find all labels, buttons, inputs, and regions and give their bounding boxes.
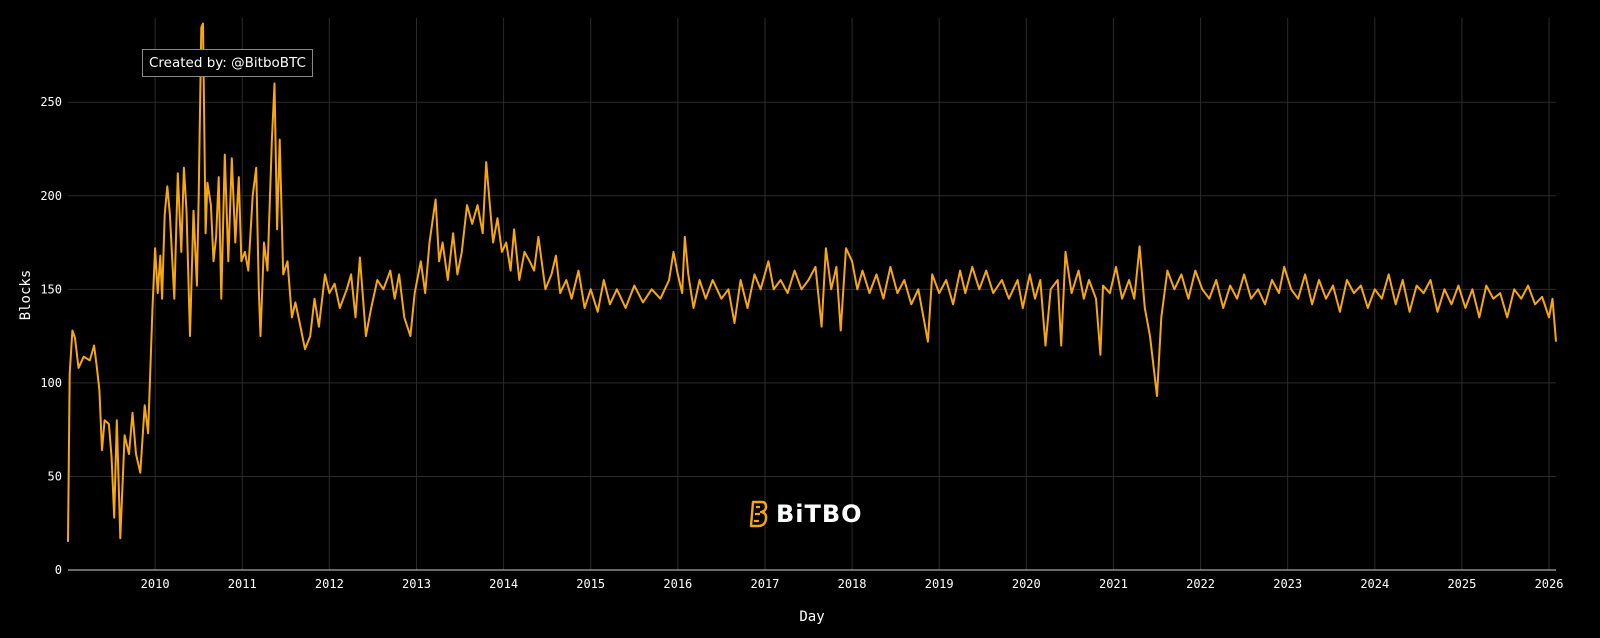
bitbo-logo-icon (749, 500, 768, 528)
x-tick-label: 2019 (925, 577, 954, 591)
series-line (67, 22, 1557, 542)
x-tick-label: 2015 (576, 577, 605, 591)
x-tick-label: 2023 (1273, 577, 1302, 591)
y-tick-label: 150 (40, 282, 62, 296)
x-tick-label: 2012 (315, 577, 344, 591)
y-tick-label: 200 (40, 189, 62, 203)
x-tick-label: 2020 (1012, 577, 1041, 591)
y-tick-label: 100 (40, 376, 62, 390)
x-tick-label: 2026 (1535, 577, 1564, 591)
x-tick-label: 2025 (1447, 577, 1476, 591)
bitbo-logo: BiTBO (748, 500, 863, 528)
bitbo-logo-text: BiTBO (776, 500, 863, 528)
x-tick-label: 2022 (1186, 577, 1215, 591)
x-tick-label: 2011 (228, 577, 257, 591)
y-axis-label: Blocks (18, 270, 34, 321)
x-tick-label: 2013 (402, 577, 431, 591)
x-tick-label: 2018 (838, 577, 867, 591)
y-tick-label: 50 (48, 469, 62, 483)
x-tick-label: 2017 (751, 577, 780, 591)
x-tick-labels: 2010 2011 2012 2013 2014 2015 2016 2017 2018 2019… (141, 577, 1564, 591)
x-tick-label: 2016 (663, 577, 692, 591)
y-tick-label: 0 (55, 563, 62, 577)
gridlines (68, 18, 1556, 570)
x-axis-label: Day (799, 609, 824, 625)
y-tick-label: 250 (40, 95, 62, 109)
x-tick-label: 2014 (489, 577, 518, 591)
x-tick-label: 2010 (141, 577, 170, 591)
y-tick-labels: 0 50 100 150 200 250 (40, 95, 62, 577)
credit-annotation: Created by: @BitboBTC (142, 49, 313, 77)
x-tick-label: 2021 (1099, 577, 1128, 591)
x-tick-label: 2024 (1360, 577, 1389, 591)
